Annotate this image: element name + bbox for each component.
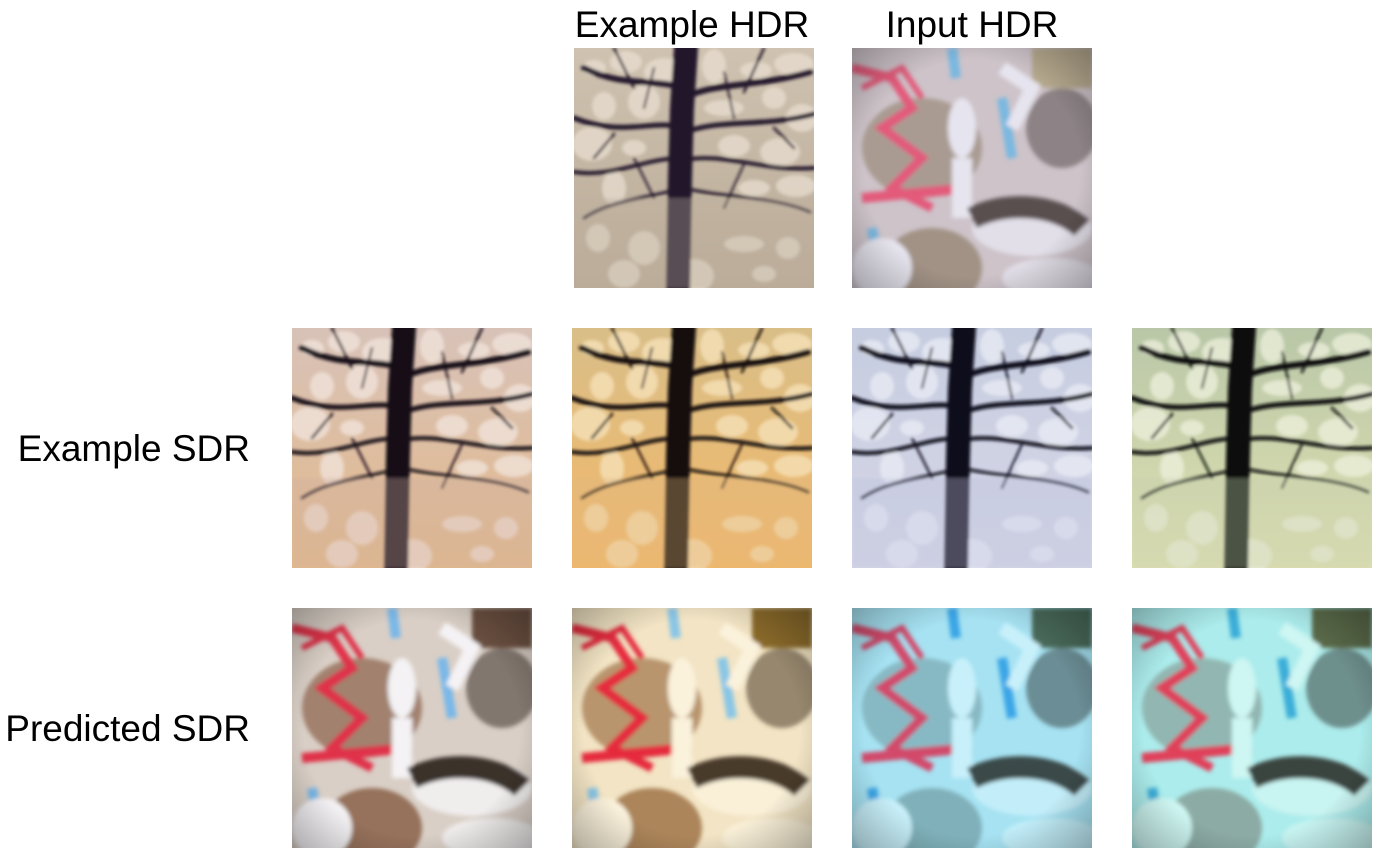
example-sdr-image-2 bbox=[572, 328, 812, 568]
predicted-sdr-image-2 bbox=[572, 608, 812, 848]
predicted-sdr-image-1 bbox=[292, 608, 532, 848]
column-label-example-hdr: Example HDR bbox=[574, 4, 810, 45]
example-sdr-image-1 bbox=[292, 328, 532, 568]
column-label-input-hdr: Input HDR bbox=[885, 4, 1059, 45]
input-hdr-image bbox=[852, 48, 1092, 288]
row-label-predicted-sdr: Predicted SDR bbox=[5, 708, 250, 749]
predicted-sdr-image-3 bbox=[852, 608, 1092, 848]
row-label-example-sdr: Example SDR bbox=[17, 428, 250, 469]
predicted-sdr-image-4 bbox=[1132, 608, 1372, 848]
example-sdr-image-4 bbox=[1132, 328, 1372, 568]
example-sdr-image-3 bbox=[852, 328, 1092, 568]
example-hdr-image bbox=[574, 48, 814, 288]
